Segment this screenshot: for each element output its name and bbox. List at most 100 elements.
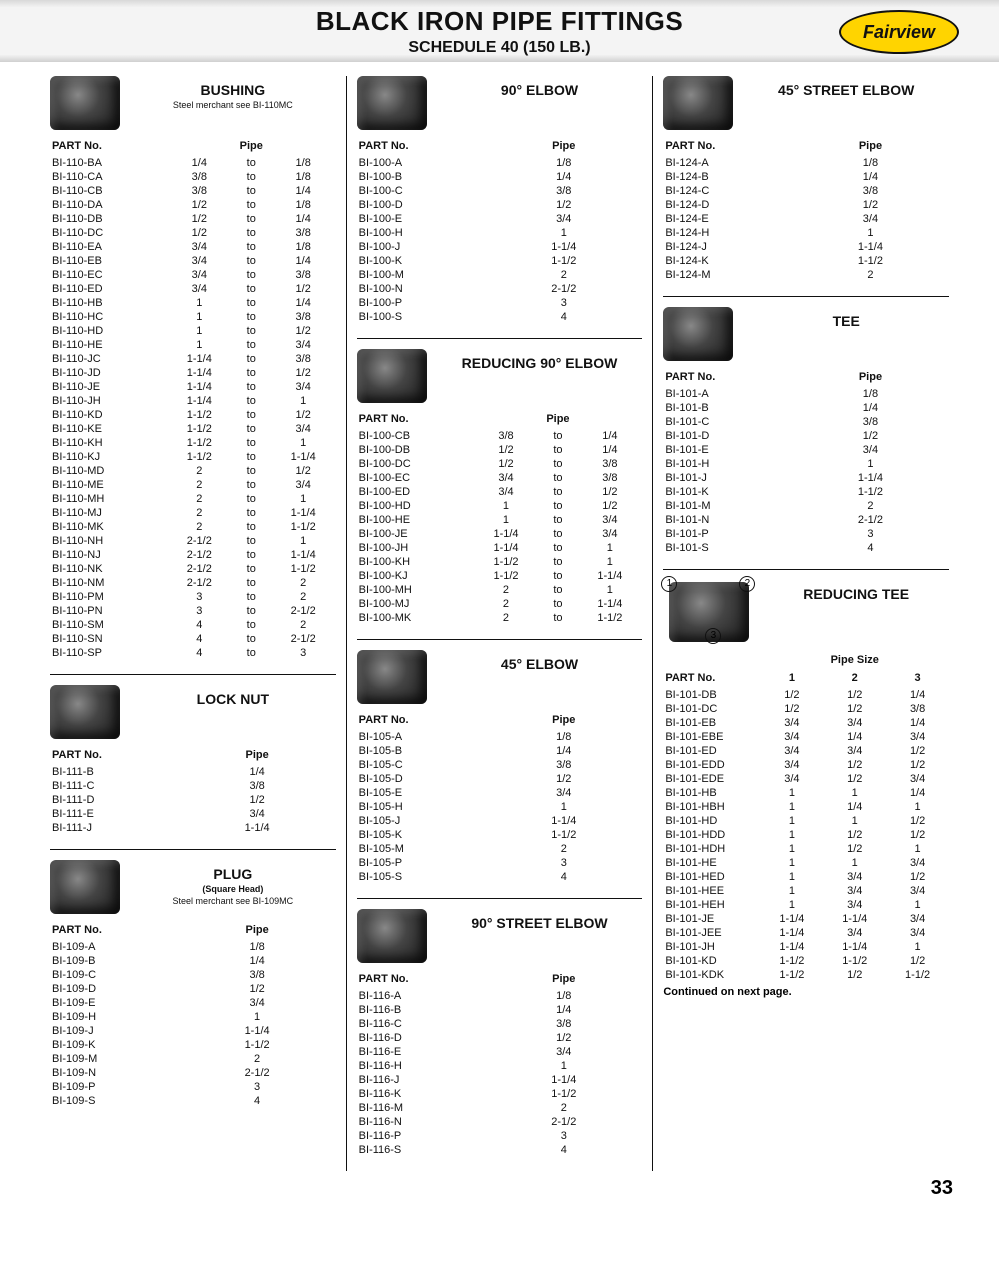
table-row: BI-101-S4: [663, 541, 949, 555]
section-title-wrap: 45° STREET ELBOW: [743, 76, 949, 98]
table-row: BI-101-HD111/2: [663, 814, 949, 828]
section-divider: [357, 898, 643, 899]
table-row: BI-110-NH2-1/2to1: [50, 534, 336, 548]
fitting-icon: [663, 307, 733, 361]
table-row: BI-105-D1/2: [357, 772, 643, 786]
product-section: 123REDUCING TEEPART No.Pipe Size123BI-10…: [663, 580, 949, 998]
section-note: Steel merchant see BI-109MC: [130, 896, 336, 906]
section-title: TEE: [743, 313, 949, 329]
table-row: BI-105-S4: [357, 870, 643, 884]
table-row: BI-100-MH2to1: [357, 583, 643, 597]
table-row: BI-110-NJ2-1/2to1-1/4: [50, 548, 336, 562]
table-row: BI-110-PN3to2-1/2: [50, 604, 336, 618]
table-row: BI-109-H1: [50, 1010, 336, 1024]
table-row: BI-100-MJ2to1-1/4: [357, 597, 643, 611]
table-row: BI-110-HB1to1/4: [50, 296, 336, 310]
table-row: BI-100-CB3/8to1/4: [357, 429, 643, 443]
table-row: BI-105-P3: [357, 856, 643, 870]
table-row: BI-100-ED3/4to1/2: [357, 485, 643, 499]
table-row: BI-110-JD1-1/4to1/2: [50, 366, 336, 380]
parts-table: PART No.PipeBI-100-CB3/8to1/4BI-100-DB1/…: [357, 411, 643, 625]
table-row: BI-110-HE1to3/4: [50, 338, 336, 352]
product-section: 45° STREET ELBOW PART No.PipeBI-124-A1/8B…: [663, 76, 949, 282]
table-row: BI-109-M2: [50, 1052, 336, 1066]
table-row: BI-101-ED3/43/41/2: [663, 744, 949, 758]
table-row: BI-110-MK2to1-1/2: [50, 520, 336, 534]
table-row: BI-101-P3: [663, 527, 949, 541]
table-row: BI-110-HC1to3/8: [50, 310, 336, 324]
table-row: BI-101-K1-1/2: [663, 485, 949, 499]
table-row: BI-101-EDE3/41/23/4: [663, 772, 949, 786]
section-title: 90° STREET ELBOW: [437, 915, 643, 931]
table-row: BI-116-M2: [357, 1101, 643, 1115]
table-row: BI-110-JH1-1/4to1: [50, 394, 336, 408]
table-row: BI-101-H1: [663, 457, 949, 471]
table-row: BI-110-SN4to2-1/2: [50, 632, 336, 646]
section-title: BUSHING: [130, 82, 336, 98]
section-header: 45° STREET ELBOW: [663, 76, 949, 130]
table-row: BI-124-A1/8: [663, 156, 949, 170]
table-row: BI-101-KDK1-1/21/21-1/2: [663, 968, 949, 982]
table-row: BI-101-EB3/43/41/4: [663, 716, 949, 730]
table-row: BI-116-K1-1/2: [357, 1087, 643, 1101]
product-section: PLUG(Square Head)Steel merchant see BI-1…: [50, 860, 336, 1108]
table-row: BI-100-KH1-1/2to1: [357, 555, 643, 569]
table-row: BI-100-C3/8: [357, 184, 643, 198]
table-row: BI-110-DA1/2to1/8: [50, 198, 336, 212]
table-row: BI-124-K1-1/2: [663, 254, 949, 268]
parts-table: PART No.PipeBI-124-A1/8BI-124-B1/4BI-124…: [663, 138, 949, 282]
section-title-wrap: BUSHINGSteel merchant see BI-110MC: [130, 76, 336, 110]
table-row: BI-100-DB1/2to1/4: [357, 443, 643, 457]
parts-table: PART No.PipeBI-109-A1/8BI-109-B1/4BI-109…: [50, 922, 336, 1108]
port-label: 2: [739, 576, 755, 592]
table-row: BI-101-KD1-1/21-1/21/2: [663, 954, 949, 968]
table-row: BI-101-HED13/41/2: [663, 870, 949, 884]
fitting-icon: [50, 860, 120, 914]
table-row: BI-110-MJ2to1-1/4: [50, 506, 336, 520]
page-title: BLACK IRON PIPE FITTINGS: [316, 6, 683, 37]
table-row: BI-100-B1/4: [357, 170, 643, 184]
fitting-icon: [357, 909, 427, 963]
table-row: BI-101-HDD11/21/2: [663, 828, 949, 842]
table-row: BI-101-D1/2: [663, 429, 949, 443]
table-row: BI-101-JEE1-1/43/43/4: [663, 926, 949, 940]
section-header: BUSHINGSteel merchant see BI-110MC: [50, 76, 336, 130]
table-row: BI-116-C3/8: [357, 1017, 643, 1031]
table-row: BI-100-A1/8: [357, 156, 643, 170]
table-row: BI-110-NK2-1/2to1-1/2: [50, 562, 336, 576]
section-header: REDUCING 90° ELBOW: [357, 349, 643, 403]
section-divider: [663, 296, 949, 297]
table-row: BI-124-B1/4: [663, 170, 949, 184]
continued-note: Continued on next page.: [663, 986, 949, 998]
column: 45° STREET ELBOW PART No.PipeBI-124-A1/8B…: [652, 76, 959, 1171]
product-section: 45° ELBOW PART No.PipeBI-105-A1/8BI-105-B…: [357, 650, 643, 884]
section-title-wrap: PLUG(Square Head)Steel merchant see BI-1…: [130, 860, 336, 906]
table-row: BI-110-KJ1-1/2to1-1/4: [50, 450, 336, 464]
table-row: BI-100-JH1-1/4to1: [357, 541, 643, 555]
table-row: BI-111-B1/4: [50, 765, 336, 779]
parts-table: PART No.PipeBI-105-A1/8BI-105-B1/4BI-105…: [357, 712, 643, 884]
columns-container: BUSHINGSteel merchant see BI-110MC PART N…: [40, 76, 959, 1171]
table-row: BI-100-MK2to1-1/2: [357, 611, 643, 625]
table-row: BI-110-JC1-1/4to3/8: [50, 352, 336, 366]
fitting-icon: [357, 349, 427, 403]
table-row: BI-100-D1/2: [357, 198, 643, 212]
table-row: BI-110-KD1-1/2to1/2: [50, 408, 336, 422]
table-row: BI-110-ED3/4to1/2: [50, 282, 336, 296]
table-row: BI-101-B1/4: [663, 401, 949, 415]
table-row: BI-100-N2-1/2: [357, 282, 643, 296]
table-row: BI-110-DB1/2to1/4: [50, 212, 336, 226]
fitting-icon: [357, 650, 427, 704]
table-row: BI-109-D1/2: [50, 982, 336, 996]
section-title-wrap: LOCK NUT: [130, 685, 336, 707]
table-row: BI-101-DB1/21/21/4: [663, 688, 949, 702]
section-title: 45° ELBOW: [437, 656, 643, 672]
parts-table: PART No.Pipe Size123BI-101-DB1/21/21/4BI…: [663, 652, 949, 982]
table-row: BI-116-E3/4: [357, 1045, 643, 1059]
section-title-wrap: 90° STREET ELBOW: [437, 909, 643, 931]
table-row: BI-100-HD1to1/2: [357, 499, 643, 513]
fitting-icon: [50, 76, 120, 130]
table-row: BI-110-EB3/4to1/4: [50, 254, 336, 268]
table-row: BI-101-EBE3/41/43/4: [663, 730, 949, 744]
table-row: BI-124-E3/4: [663, 212, 949, 226]
